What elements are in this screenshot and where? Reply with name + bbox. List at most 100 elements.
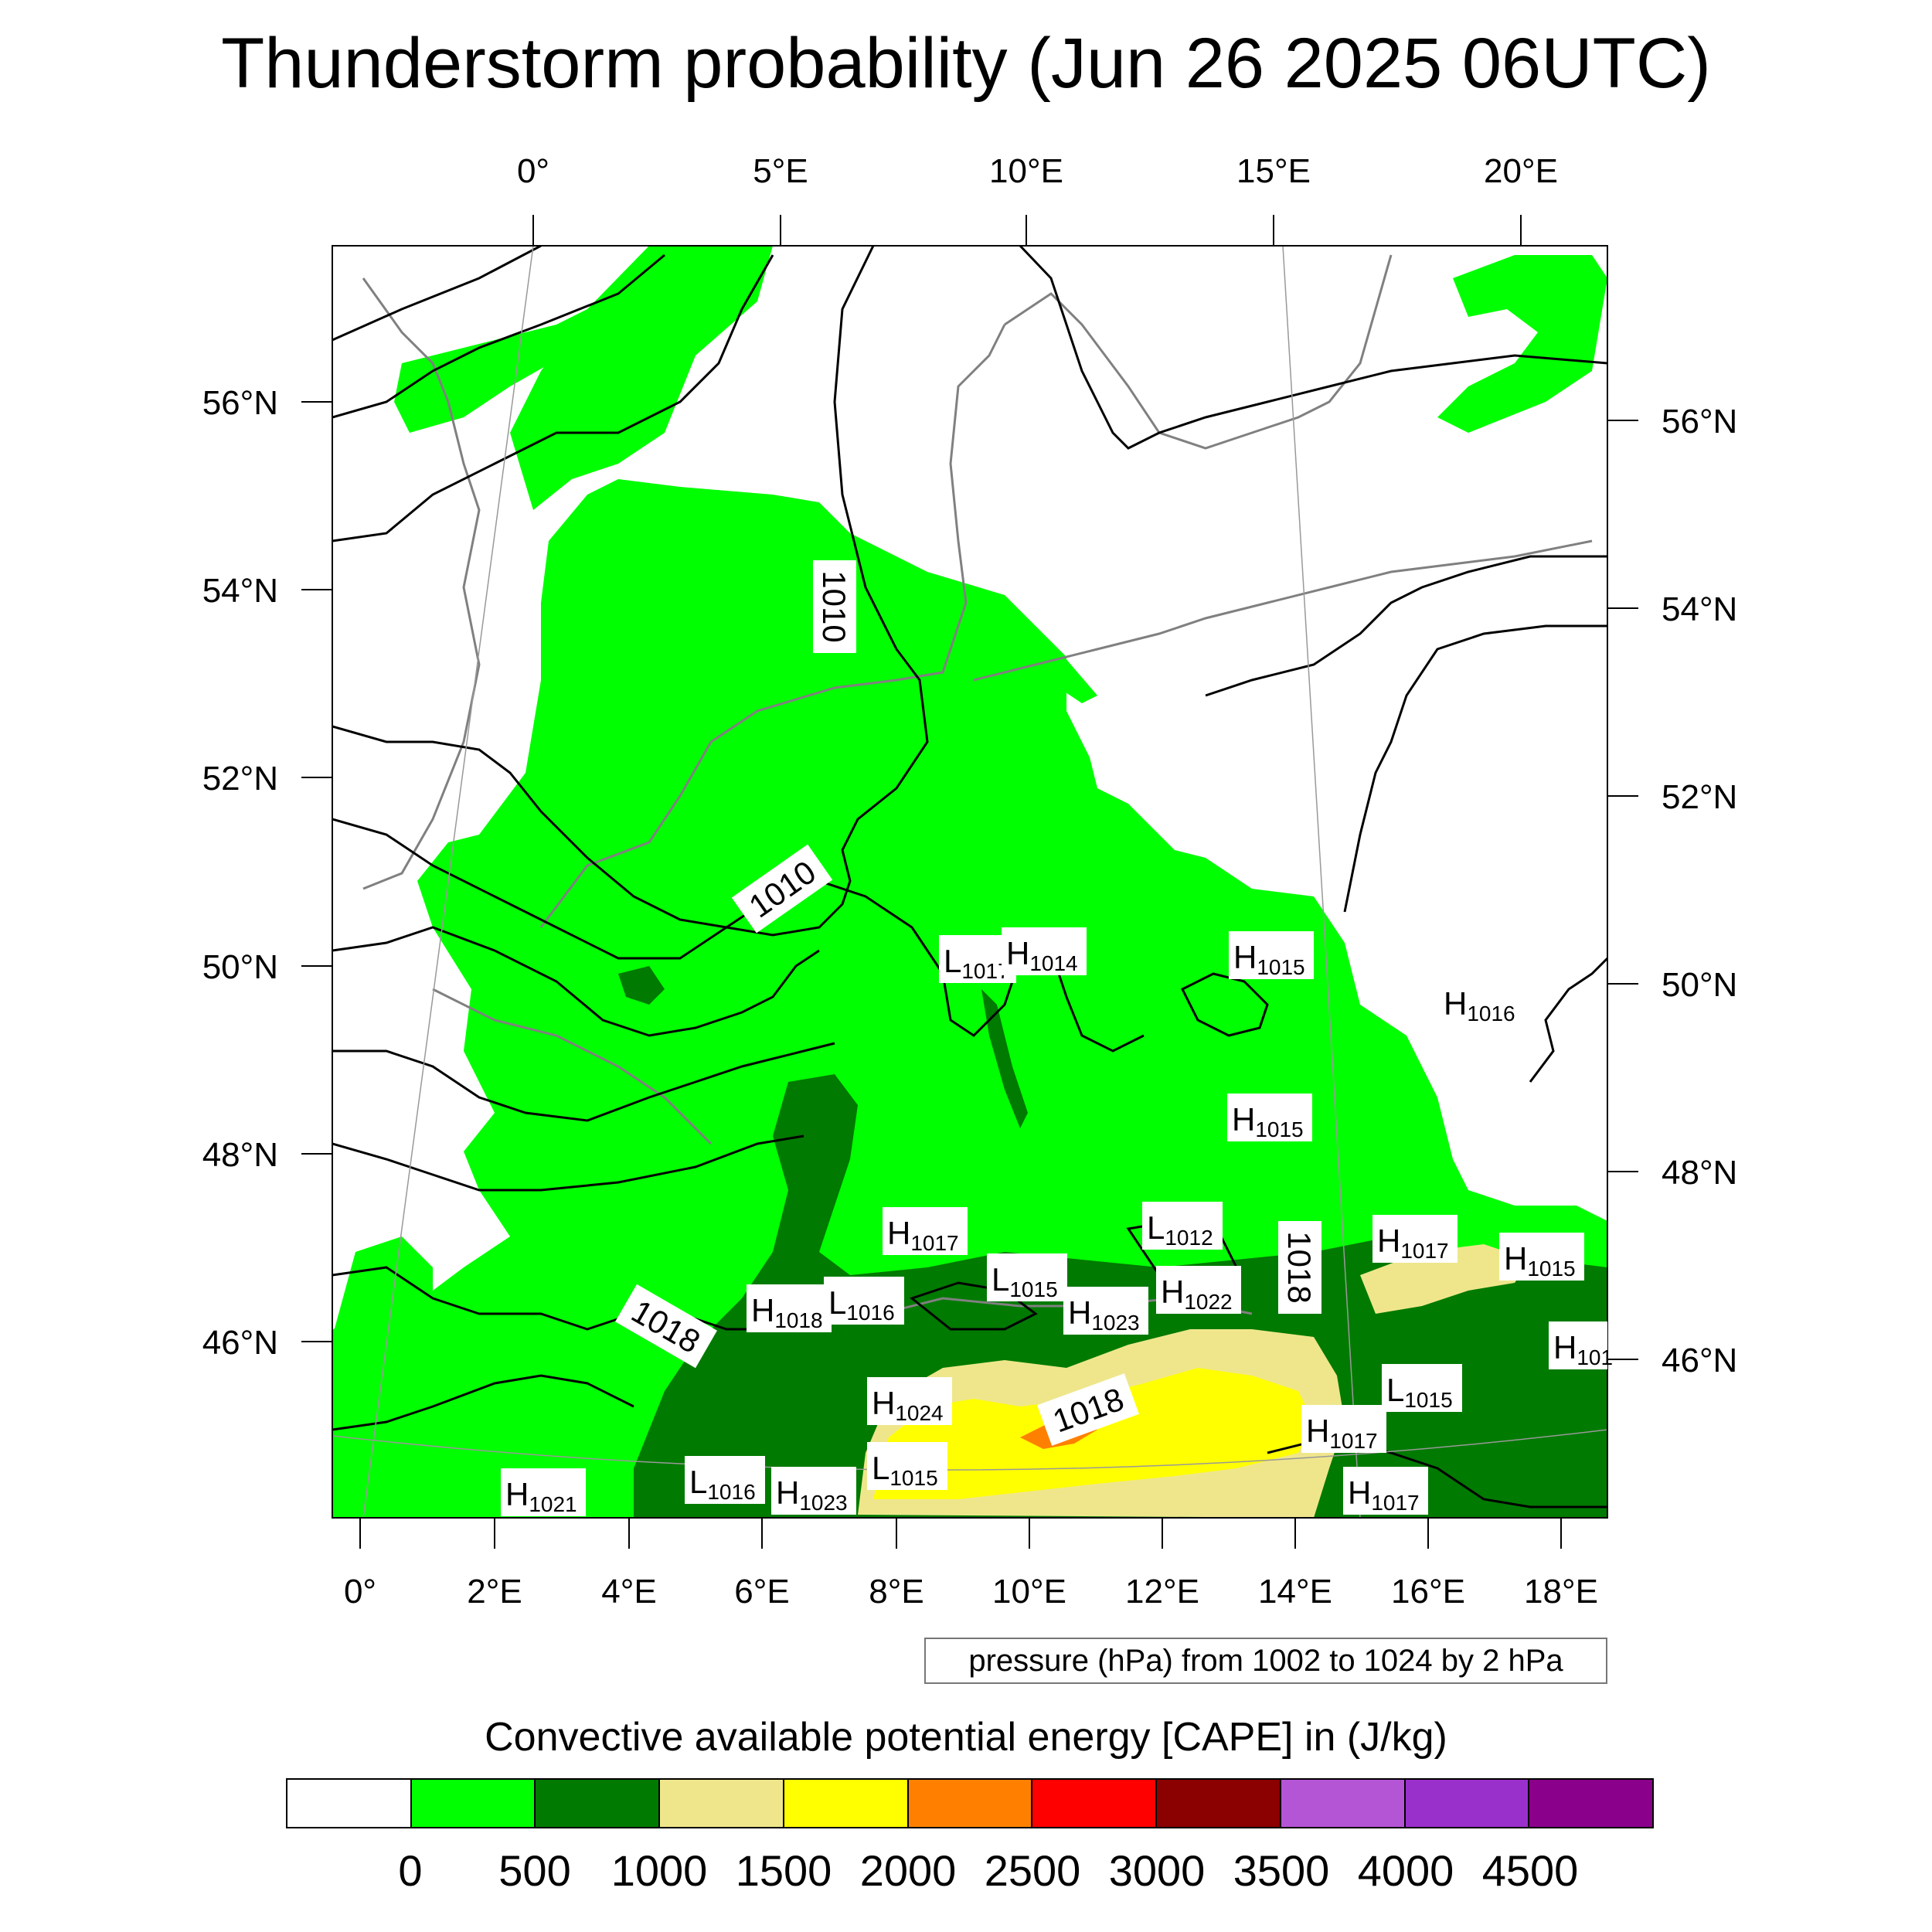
cape-zone-500-1000-spot [618,966,665,1005]
colorbar-swatch [784,1780,909,1827]
center-kind: H [1553,1329,1577,1366]
center-kind: L [828,1284,846,1321]
center-value: 1015 [1009,1277,1057,1301]
pressure-center-low: L1012 [1142,1202,1223,1250]
center-value: 1015 [889,1466,937,1490]
center-value: 1016 [707,1480,755,1504]
center-value: 1014 [1029,951,1077,975]
svg-text:H1018: H1018 [751,1292,823,1332]
cape-zone-1500-2000 [873,1368,1314,1499]
svg-text:L1015: L1015 [1386,1372,1453,1412]
svg-text:H1023: H1023 [1068,1294,1140,1335]
isobar [1205,555,1607,697]
lon-label-bottom: 18°E [1524,1573,1598,1611]
isobar [332,1134,804,1192]
cape-zone-0-500-baltic [943,587,1097,703]
center-value: 1021 [529,1492,577,1516]
pressure-center-high: H1022 [1156,1266,1241,1314]
svg-text:H1022: H1022 [1161,1274,1233,1314]
axis-ticks [301,215,1638,1549]
lon-label-bottom: 16°E [1391,1573,1465,1611]
pressure-center-high: H1018 [747,1284,832,1332]
isobar [1180,972,1269,1037]
lon-label-bottom: 0° [344,1573,376,1611]
isobar [332,253,665,419]
isobar-label: 1010 [816,570,852,642]
lon-label-top: 5°E [753,152,808,190]
pressure-center-high: H101 [1549,1321,1613,1369]
isobar [332,1042,835,1122]
lon-label-top: 15°E [1236,152,1311,190]
isobar-label: 1018 [1281,1231,1318,1303]
lat-label-left: 52°N [202,760,278,798]
lon-label-top: 10°E [989,152,1063,190]
lat-label-left: 50°N [202,948,278,986]
center-kind: H [1161,1274,1184,1310]
svg-text:H1017: H1017 [1306,1413,1378,1453]
plot-frame [332,245,1608,1519]
colorbar-label: 1500 [735,1846,832,1895]
pressure-center-high: H1021 [501,1468,586,1516]
lon-label-bottom: 2°E [467,1573,522,1611]
center-kind: H [1006,935,1029,971]
lon-label-bottom: 6°E [734,1573,789,1611]
lat-label-right: 50°N [1662,966,1737,1004]
lat-label-left: 46°N [202,1324,278,1362]
coastline-britain [362,277,481,890]
center-value: 1015 [1257,955,1304,979]
parallel [332,1429,1607,1471]
center-value: 101 [1577,1345,1613,1369]
left-lat-labels: 56°N 54°N 52°N 50°N 48°N 46°N [202,384,278,1362]
lon-label-top: 0° [517,152,549,190]
center-kind: L [944,943,961,979]
pressure-contour-note: pressure (hPa) from 1002 to 1024 by 2 hP… [924,1638,1607,1684]
center-kind: H [1233,939,1257,975]
isobar-label-box: 1010 [813,560,856,653]
svg-text:H1017: H1017 [887,1215,959,1255]
center-kind: H [505,1476,529,1512]
svg-text:H1023: H1023 [776,1475,848,1515]
svg-text:L1012: L1012 [1147,1209,1213,1250]
svg-text:H1024: H1024 [872,1385,944,1425]
colorbar-label: 4000 [1357,1846,1454,1895]
pressure-center-low: L1015 [1382,1364,1462,1412]
isobar [332,1374,634,1431]
lon-label-bottom: 8°E [869,1573,923,1611]
pressure-center-low: L1016 [824,1277,904,1325]
center-value: 1012 [1165,1226,1213,1250]
pressure-center-high: H1017 [1301,1405,1386,1453]
isobar [1019,246,1607,450]
pressure-center-high: H1015 [1229,931,1314,979]
svg-text:H1015: H1015 [1504,1240,1576,1281]
center-kind: H [1348,1475,1371,1511]
center-kind: H [776,1475,799,1511]
center-kind: H [1444,985,1467,1022]
colorbar-swatch [1529,1780,1653,1827]
center-value: 1023 [1091,1311,1139,1335]
pressure-center-high: H1015 [1499,1233,1584,1281]
right-lat-labels: 56°N 54°N 52°N 50°N 48°N 46°N [1662,403,1737,1379]
colorbar-label: 2000 [859,1846,957,1895]
center-kind: H [1504,1240,1527,1277]
center-value: 1017 [1329,1429,1377,1453]
lat-label-right: 46°N [1662,1342,1737,1379]
center-value: 1024 [895,1401,943,1425]
svg-text:H101: H101 [1553,1329,1613,1369]
center-kind: H [872,1385,895,1421]
center-value: 1015 [1255,1117,1303,1141]
pressure-center-high: H1017 [1372,1215,1458,1263]
isobar [909,1281,1038,1331]
colorbar-swatch [908,1780,1033,1827]
center-value: 1015 [1404,1388,1452,1412]
lat-label-right: 48°N [1662,1154,1737,1192]
colorbar-label: 500 [498,1846,571,1895]
center-value: 1018 [774,1308,822,1332]
lon-label-bottom: 4°E [601,1573,656,1611]
colorbar-label: 2500 [984,1846,1081,1895]
colorbar-label: 3000 [1108,1846,1206,1895]
center-value: 1023 [799,1491,847,1515]
isobar-1010 [332,246,929,937]
coastline-baltic [973,539,1593,682]
pressure-center-high: H1023 [1063,1287,1148,1335]
